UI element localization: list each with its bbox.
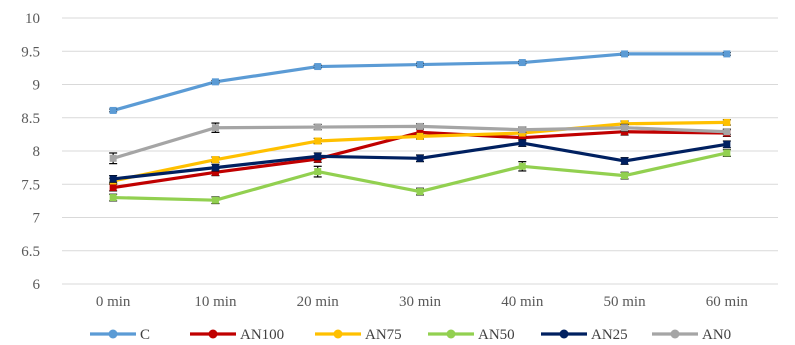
data-point (109, 175, 117, 183)
data-point (211, 78, 219, 86)
data-point (518, 126, 526, 134)
data-point (211, 156, 219, 164)
legend-label: AN25 (591, 327, 628, 343)
legend-swatch-marker (333, 329, 343, 339)
legend-item-an100: AN100 (190, 327, 284, 343)
data-point (211, 196, 219, 204)
series-lines (109, 50, 731, 205)
y-tick-label: 8 (33, 144, 41, 160)
legend-label: AN50 (478, 327, 515, 343)
data-point (723, 50, 731, 58)
data-point (109, 194, 117, 202)
legend-label: AN75 (365, 327, 402, 343)
data-point (621, 128, 629, 136)
data-point (314, 63, 322, 71)
x-tick-label: 40 min (501, 294, 544, 310)
series-an0 (109, 122, 731, 165)
data-point (211, 164, 219, 172)
y-tick-label: 7.5 (21, 177, 40, 193)
y-tick-label: 10 (25, 11, 40, 27)
legend: C AN100 AN75 AN50 AN25 AN0 (90, 327, 731, 343)
x-tick-label: 50 min (604, 294, 647, 310)
y-tick-label: 8.5 (21, 111, 40, 127)
y-tick-label: 9 (33, 78, 41, 94)
x-tick-label: 20 min (297, 294, 340, 310)
x-axis-tick-labels: 0 min 10 min 20 min 30 min 40 min 50 min 60 mi… (96, 294, 749, 310)
data-point (723, 149, 731, 157)
data-point (723, 140, 731, 148)
data-point (109, 184, 117, 192)
data-point (723, 118, 731, 126)
gridlines (62, 17, 778, 285)
data-point (621, 120, 629, 128)
data-point (314, 168, 322, 176)
x-tick-label: 10 min (194, 294, 237, 310)
data-point (621, 50, 629, 58)
data-point (109, 154, 117, 162)
legend-item-an75: AN75 (315, 327, 402, 343)
series-an50 (109, 149, 731, 205)
x-tick-label: 30 min (399, 294, 442, 310)
data-point (211, 168, 219, 176)
legend-item-c: C (90, 327, 150, 343)
data-point (723, 128, 731, 136)
legend-label: AN100 (240, 327, 284, 343)
y-tick-label: 6.5 (21, 244, 40, 260)
legend-item-an0: AN0 (652, 327, 731, 343)
legend-swatch-marker (446, 329, 456, 339)
legend-swatch-marker (208, 329, 218, 339)
x-tick-label: 60 min (706, 294, 749, 310)
y-axis-tick-labels: 6 6.5 7 7.5 8 8.5 9 9.5 10 (21, 11, 40, 293)
y-tick-label: 9.5 (21, 44, 40, 60)
series-an25 (109, 139, 731, 183)
legend-swatch-marker (559, 329, 569, 339)
data-point (416, 122, 424, 130)
legend-item-an50: AN50 (428, 327, 515, 343)
legend-label: AN0 (702, 327, 731, 343)
series-c (109, 50, 731, 114)
data-point (518, 162, 526, 170)
data-point (621, 157, 629, 165)
data-point (416, 132, 424, 140)
data-point (518, 139, 526, 147)
data-point (416, 128, 424, 136)
y-tick-label: 7 (33, 211, 41, 227)
data-point (416, 61, 424, 69)
legend-item-an25: AN25 (541, 327, 628, 343)
data-point (109, 106, 117, 114)
data-point (314, 123, 322, 131)
data-point (314, 152, 322, 160)
legend-label: C (140, 327, 150, 343)
data-point (621, 124, 629, 132)
data-point (416, 188, 424, 196)
y-tick-label: 6 (33, 277, 41, 293)
legend-swatch-marker (670, 329, 680, 339)
data-point (211, 124, 219, 132)
data-point (518, 134, 526, 142)
data-point (416, 154, 424, 162)
x-tick-label: 0 min (96, 294, 131, 310)
data-point (314, 137, 322, 145)
data-point (518, 59, 526, 67)
data-point (621, 172, 629, 180)
legend-swatch-marker (108, 329, 118, 339)
